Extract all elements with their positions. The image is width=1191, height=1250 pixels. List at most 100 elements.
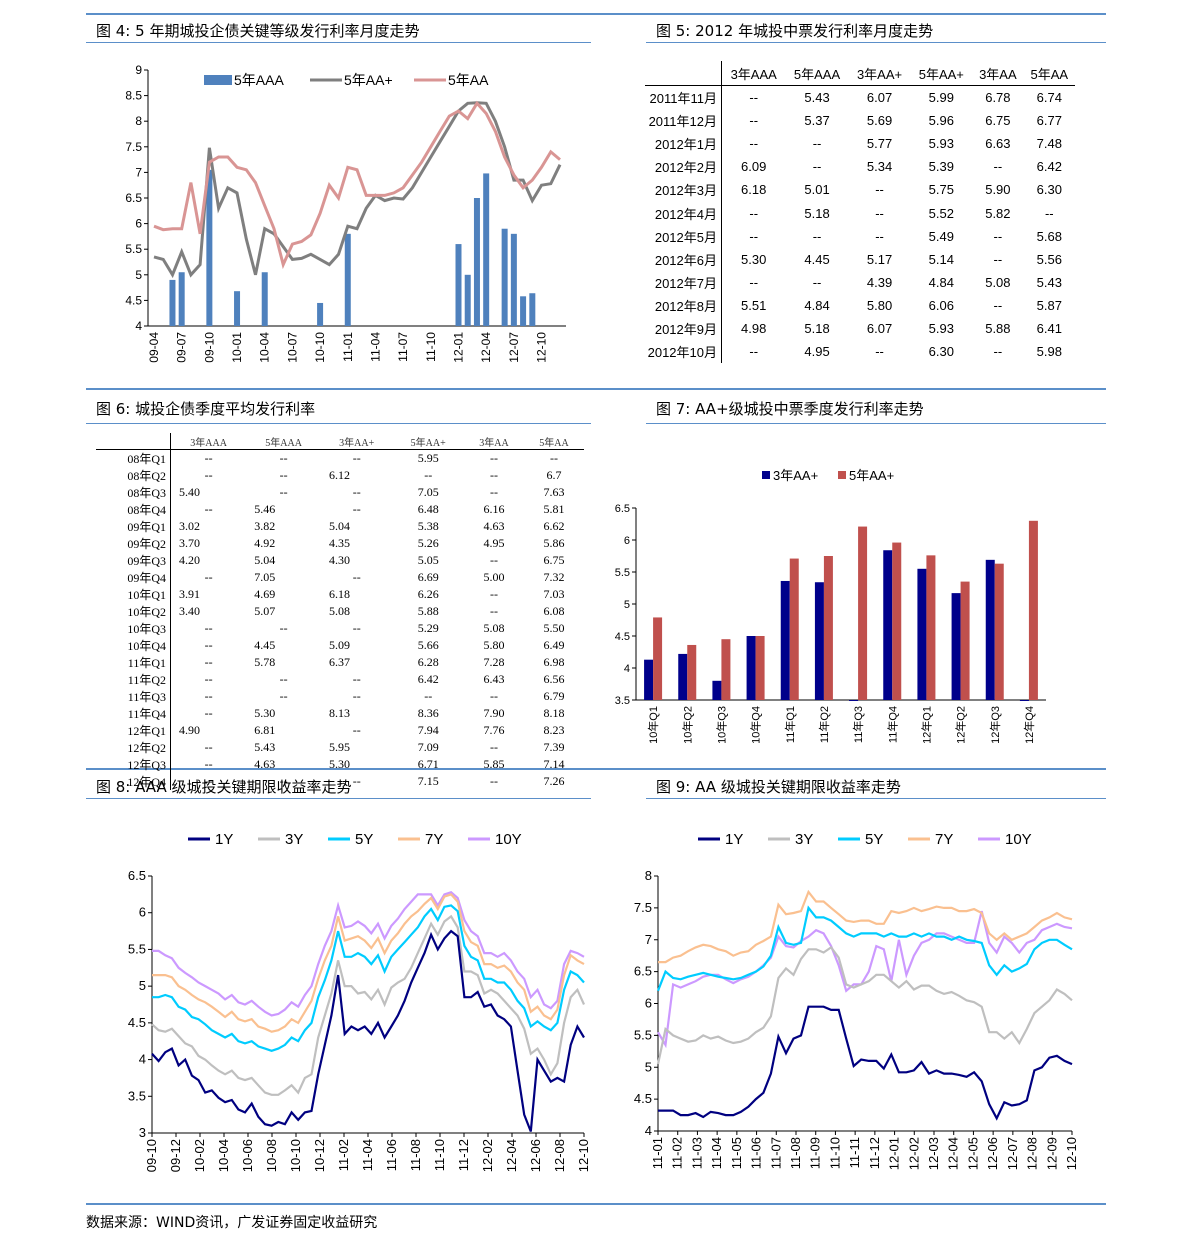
table-cell: 5.98 <box>1036 344 1062 360</box>
table-cell: 4.69 <box>254 587 276 601</box>
table-cell: -- <box>875 344 884 360</box>
y-tick-label: 4 <box>624 663 630 675</box>
table-cell: -- <box>279 774 288 788</box>
table-cell: 4.30 <box>328 553 350 567</box>
legend-swatch <box>838 471 846 479</box>
table-cell: -- <box>352 570 361 584</box>
bar-5y-aaplus <box>755 636 765 700</box>
table-row: 09年Q2 3.70 4.92 4.35 5.26 4.95 5.86 <box>96 535 584 552</box>
table-cell: -- <box>489 451 498 465</box>
fig9-x-tick-label: 11-12 <box>867 1137 882 1169</box>
bar-5y-aaa <box>178 272 185 326</box>
fig9-x-tick-label: 12-01 <box>887 1137 902 1170</box>
bar-5y-aaplus <box>687 644 697 700</box>
row-label: 10年Q2 <box>96 603 171 620</box>
bar-5y-aaplus <box>926 555 936 700</box>
bar-3y-aaplus <box>849 700 859 701</box>
table-cell: 5.14 <box>928 251 954 267</box>
row-label: 10年Q3 <box>96 620 171 637</box>
table-cell: 5.51 <box>741 297 767 313</box>
table-cell: -- <box>1044 205 1054 221</box>
y-tick-label: 7 <box>135 165 142 179</box>
table-cell: -- <box>279 468 288 482</box>
fig7-x-tick-label: 10年Q2 <box>680 706 694 744</box>
fig4-title: 图 4: 5 年期城投企债关键等级发行利率月度走势 <box>96 22 420 40</box>
line-5y <box>152 904 585 1052</box>
bar-5y-aaplus <box>789 558 799 700</box>
fig4-x-tick-label: 11-04 <box>368 332 382 362</box>
table-cell: 7.14 <box>543 757 565 771</box>
fig9-x-tick-label: 12-06 <box>985 1137 1000 1170</box>
table-cell: 4.63 <box>483 519 505 533</box>
legend-label: 5年AA+ <box>344 72 393 88</box>
table-cell: -- <box>812 274 822 290</box>
legend-label: 3Y <box>795 831 813 848</box>
table-cell: -- <box>749 113 759 129</box>
y-tick-label: 5.5 <box>125 242 142 256</box>
fig4-x-tick-label: 11-01 <box>341 332 355 362</box>
bar-5y-aaa <box>501 228 508 326</box>
fig6-title: 图 6: 城投企债季度平均发行利率 <box>96 400 316 418</box>
fig9-x-tick-label: 12-09 <box>1044 1137 1059 1170</box>
table-cell: 4.84 <box>804 297 830 313</box>
table-cell: -- <box>875 228 884 244</box>
table-cell: -- <box>204 638 213 652</box>
table-cell: 5.30 <box>328 757 350 771</box>
fig7-x-tick-label: 12年Q1 <box>919 706 933 744</box>
table-cell: 5.86 <box>543 536 565 550</box>
y-tick-label: 8 <box>135 114 142 128</box>
row-label: 08年Q3 <box>96 484 171 501</box>
y-tick-label: 7.5 <box>634 900 652 915</box>
table-cell: 5.56 <box>1036 251 1062 267</box>
fig8-x-tick-label: 12-04 <box>504 1139 519 1172</box>
row-label: 12年Q4 <box>96 773 171 790</box>
table-cell: -- <box>812 159 822 175</box>
table-cell: 5.09 <box>328 638 350 652</box>
table-cell: 5.04 <box>328 519 350 533</box>
line-10y <box>152 890 585 1017</box>
bar-3y-aaplus <box>644 659 654 700</box>
table-cell: -- <box>489 689 498 703</box>
y-tick-label: 4.5 <box>634 1091 652 1106</box>
fig8-x-tick-label: 11-10 <box>432 1139 447 1171</box>
bar-3y-aaplus <box>917 568 927 700</box>
fig9-x-tick-label: 12-07 <box>1005 1137 1020 1170</box>
fig7-rule <box>646 423 1106 424</box>
table-cell: -- <box>352 451 361 465</box>
y-tick-label: 4 <box>645 1123 652 1138</box>
table-cell: 6.06 <box>928 297 954 313</box>
table-row: 12年Q2 -- 5.43 5.95 7.09 -- 7.39 <box>96 739 584 756</box>
table-cell: 5.40 <box>179 485 200 499</box>
bar-3y-aaplus <box>951 593 961 700</box>
column-header: 3年AAA <box>721 61 786 86</box>
line-3y <box>656 945 1073 1065</box>
table-cell: -- <box>204 689 213 703</box>
bar-5y-aaa <box>520 296 527 326</box>
table-cell: -- <box>352 621 361 635</box>
column-header: 5年AAA <box>785 61 849 86</box>
legend-label: 1Y <box>725 831 743 848</box>
fig4-x-tick-label: 10-04 <box>258 332 272 363</box>
table-cell: 5.50 <box>543 621 565 635</box>
bar-3y-aaplus <box>1019 700 1029 701</box>
fig8-x-tick-label: 11-02 <box>336 1139 351 1171</box>
column-header: 5年AAA <box>246 433 321 450</box>
bar-5y-aaa <box>206 169 213 326</box>
column-header: 5年AA+ <box>392 433 464 450</box>
row-label: 2012年2月 <box>645 155 722 179</box>
table-cell: -- <box>204 468 213 482</box>
table-cell: 5.95 <box>417 451 439 465</box>
fig4-x-tick-label: 10-10 <box>313 332 327 363</box>
fig7-x-tick-label: 12年Q4 <box>1022 706 1036 744</box>
row-label: 11年Q2 <box>96 671 171 688</box>
table-cell: 5.77 <box>866 136 893 152</box>
table-cell: 5.37 <box>804 113 830 129</box>
table-row: 08年Q4 -- 5.46 -- 6.48 6.16 5.81 <box>96 501 584 518</box>
table-cell: -- <box>279 621 288 635</box>
table-cell: -- <box>279 451 288 465</box>
table-cell: 5.66 <box>417 638 439 652</box>
fig8-x-tick-label: 10-12 <box>312 1139 327 1172</box>
fig9-x-tick-label: 11-06 <box>749 1137 764 1169</box>
y-tick-label: 7 <box>645 932 652 947</box>
table-cell: 5.43 <box>1036 274 1062 290</box>
